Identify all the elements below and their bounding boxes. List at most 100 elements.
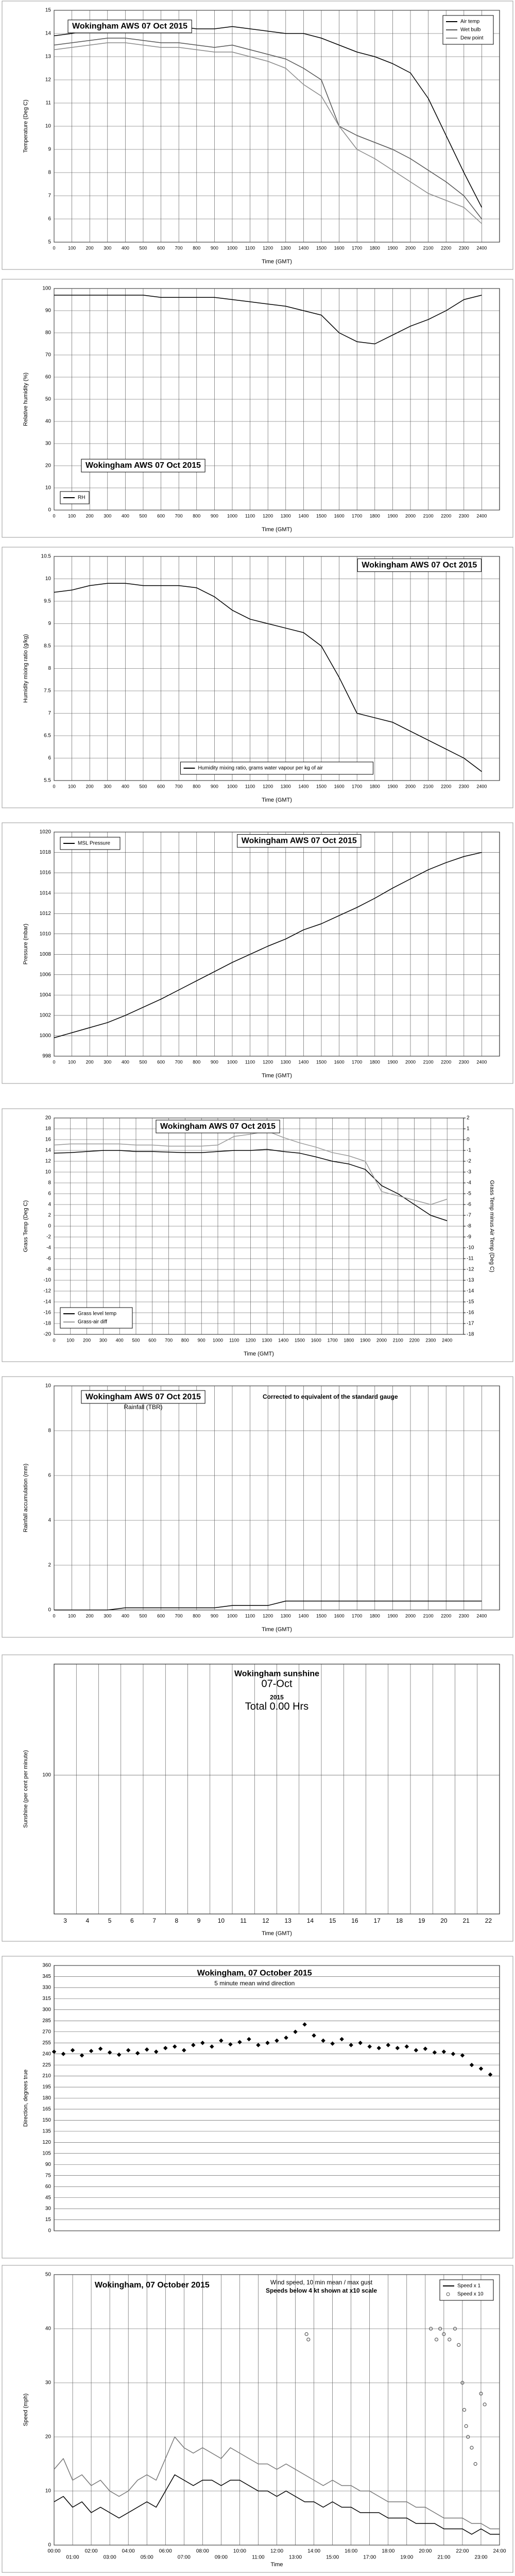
series-line: [54, 295, 482, 345]
x-tick-label: 13: [284, 1917, 291, 1924]
x-tick-label: 22: [485, 1917, 492, 1924]
y2-tick-label: -4: [467, 1180, 471, 1186]
y-tick-label: 360: [42, 1963, 51, 1969]
x-tick-label: 23:00: [474, 2555, 487, 2561]
y-tick-label: 10: [45, 576, 52, 582]
scatter-point: [460, 2381, 465, 2385]
y-tick-label: 40: [45, 419, 52, 425]
x-tick-label: 04:00: [122, 2549, 135, 2554]
x-tick-label: 12:00: [270, 2549, 283, 2554]
x-tick-label: 1300: [281, 784, 291, 789]
x-tick-label: 2200: [441, 245, 451, 250]
x-tick-label: 2200: [441, 784, 451, 789]
y-tick-label: 165: [42, 2107, 51, 2112]
series-line: [54, 583, 482, 772]
x-tick-label: 11: [240, 1917, 247, 1924]
x-axis-label: Time (GMT): [262, 259, 292, 265]
x-tick-label: 2300: [425, 1337, 436, 1343]
x-tick-label: 600: [148, 1337, 156, 1343]
x-tick-label: 2000: [405, 1059, 416, 1064]
y-tick-label: 10.5: [41, 554, 52, 560]
y2-tick-label: 0: [467, 1137, 470, 1143]
x-tick-label: 2400: [442, 1337, 452, 1343]
x-tick-label: 01:00: [66, 2555, 79, 2561]
x-tick-label: 1500: [316, 784, 327, 789]
y2-tick-label: -13: [467, 1278, 474, 1283]
x-tick-label: 1500: [316, 245, 327, 250]
y-tick-label: -8: [46, 1267, 51, 1273]
y-tick-label: 7.5: [44, 688, 51, 694]
x-tick-label: 2300: [459, 1613, 469, 1618]
y-tick-label: 7: [48, 193, 51, 199]
y-tick-label: 2: [48, 1563, 51, 1568]
y-tick-label: -20: [44, 1332, 52, 1337]
y-tick-label: 30: [45, 441, 52, 447]
legend-label: RH: [78, 495, 85, 501]
y-tick-label: 4: [48, 1518, 51, 1523]
x-tick-label: 800: [193, 1613, 200, 1618]
x-tick-label: 1000: [227, 513, 237, 518]
chart-subtitle: Wind speed, 10 min mean / max gust: [270, 2279, 373, 2286]
y-tick-label: 0: [48, 2228, 51, 2234]
y-tick-label: -6: [46, 1256, 51, 1262]
chart-title: Wokingham, 07 October 2015: [197, 1969, 312, 1978]
x-tick-label: 1500: [316, 1613, 327, 1618]
y-tick-label: 10: [45, 1383, 52, 1389]
x-tick-label: 500: [139, 1613, 147, 1618]
scatter-point: [453, 2327, 457, 2331]
x-tick-label: 8: [175, 1917, 179, 1924]
x-axis-label: Time (GMT): [244, 1351, 274, 1357]
y-tick-label: 30: [45, 2206, 52, 2212]
y-tick-label: 4: [48, 1202, 51, 1208]
plot-area: [54, 1385, 500, 1611]
x-tick-label: 200: [86, 513, 94, 518]
y-tick-label: -14: [44, 1299, 52, 1305]
x-tick-label: 1300: [262, 1337, 272, 1343]
series-line: [54, 1600, 482, 1611]
x-tick-label: 200: [86, 784, 94, 789]
y2-tick-label: -18: [467, 1332, 474, 1337]
x-tick-label: 900: [211, 784, 218, 789]
x-tick-label: 3: [63, 1917, 67, 1924]
y-tick-label: 345: [42, 1974, 51, 1979]
x-tick-label: 400: [122, 1059, 129, 1064]
scatter-point: [470, 2446, 474, 2450]
x-tick-label: 900: [211, 513, 218, 518]
scatter-point: [479, 2392, 483, 2396]
x-axis-label: Time (GMT): [262, 1930, 292, 1937]
x-tick-label: 15:00: [326, 2555, 339, 2561]
x-tick-label: 700: [175, 1059, 183, 1064]
chart-title: Wokingham, 07 October 2015: [95, 2281, 210, 2290]
x-tick-label: 100: [68, 513, 76, 518]
x-tick-label: 2200: [409, 1337, 420, 1343]
y-tick-label: 100: [42, 1772, 51, 1778]
x-tick-label: 1800: [370, 513, 380, 518]
y2-tick-label: -2: [467, 1159, 471, 1164]
x-tick-label: 1400: [298, 1059, 308, 1064]
y-tick-label: -4: [46, 1245, 51, 1251]
x-tick-label: 09:00: [215, 2555, 228, 2561]
y-tick-label: 0: [48, 2543, 51, 2548]
chart-title: Wokingham AWS 07 Oct 2015: [85, 1393, 201, 1401]
y-tick-label: 120: [42, 2140, 51, 2145]
y-tick-label: 8: [48, 666, 51, 671]
legend-label: Dew point: [460, 36, 484, 41]
x-tick-label: 1400: [278, 1337, 288, 1343]
x-tick-label: 700: [175, 245, 183, 250]
y-axis-label: Pressure (mbar): [23, 924, 29, 964]
y-tick-label: 75: [45, 2173, 52, 2178]
y2-tick-label: -16: [467, 1310, 474, 1316]
scatter-point: [429, 2327, 433, 2331]
y-tick-label: 998: [42, 1054, 51, 1059]
x-tick-label: 00:00: [47, 2549, 60, 2554]
x-tick-label: 600: [157, 1059, 165, 1064]
y-tick-label: 15: [45, 2217, 52, 2223]
y-axis-label: Speed (mph): [23, 2394, 29, 2427]
title-box: [81, 1390, 205, 1404]
x-tick-label: 700: [175, 513, 183, 518]
y-tick-label: 1016: [40, 870, 52, 876]
x-tick-label: 1100: [229, 1337, 239, 1343]
x-tick-label: 300: [99, 1337, 107, 1343]
x-tick-label: 1800: [370, 1613, 380, 1618]
x-tick-label: 2300: [459, 784, 469, 789]
